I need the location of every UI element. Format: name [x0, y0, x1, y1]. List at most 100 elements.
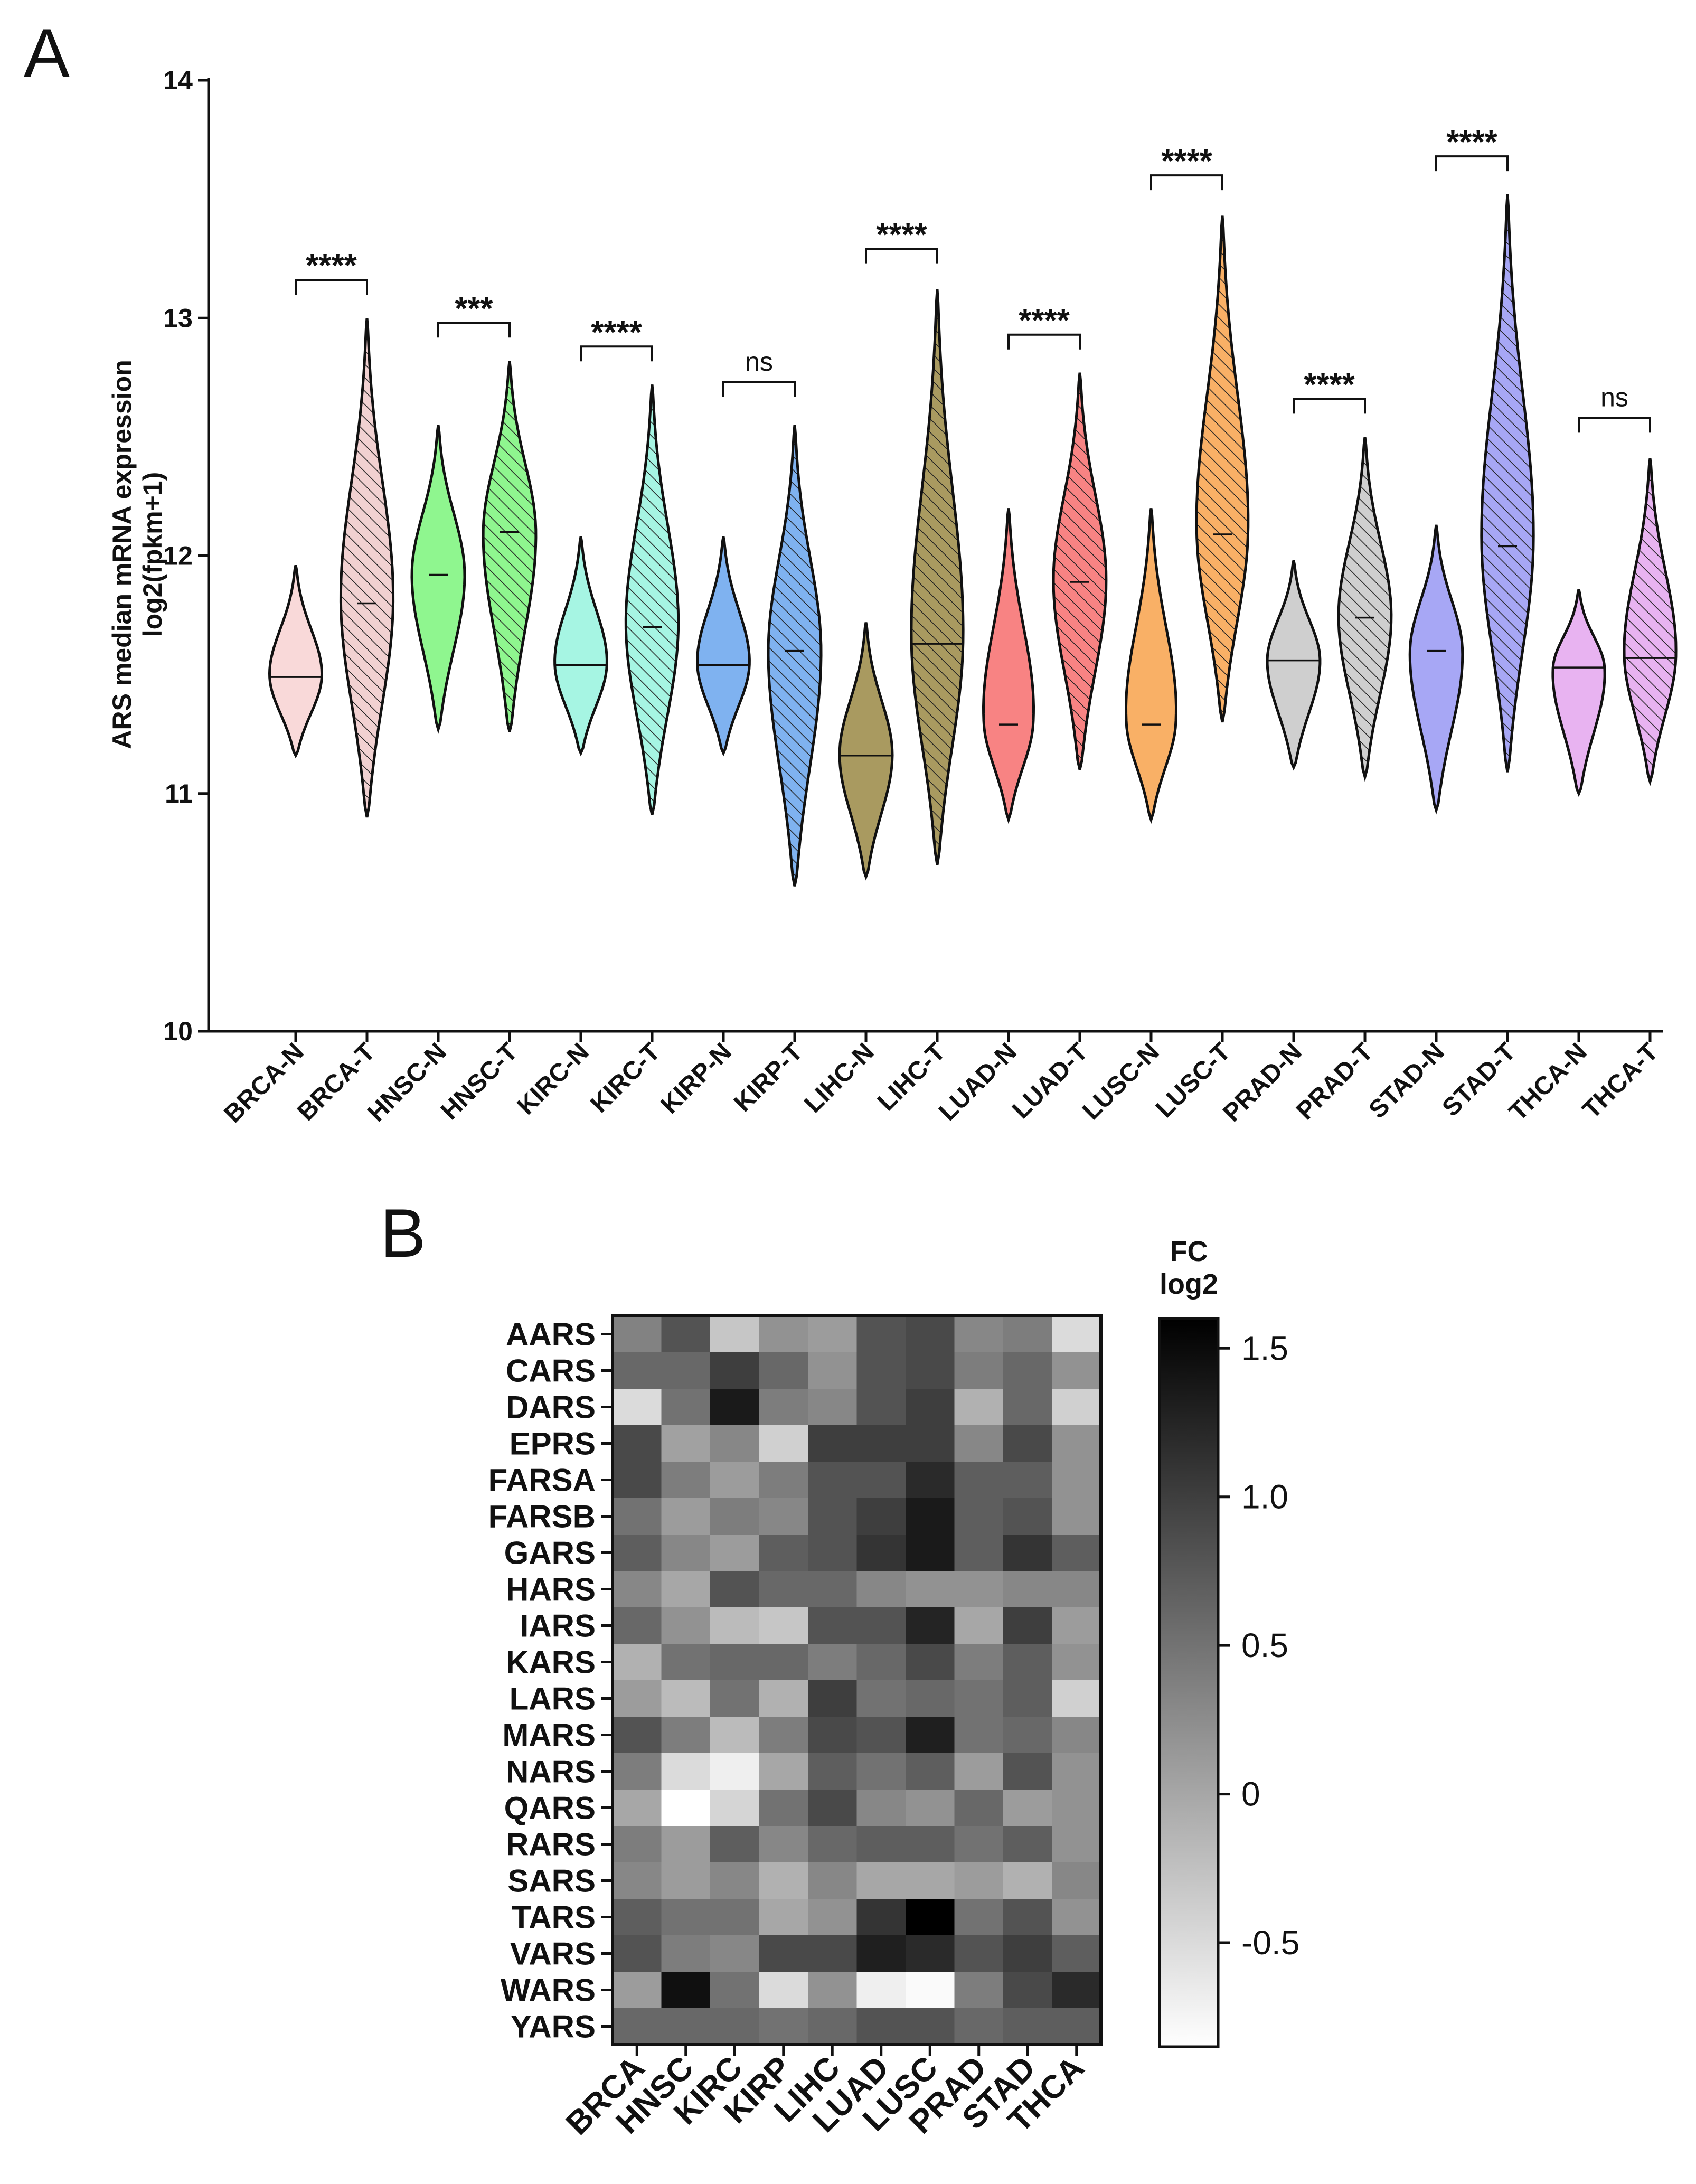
row-label-cars: CARS	[506, 1353, 596, 1389]
heatmap-cell-aars-thca	[1052, 1316, 1101, 1353]
violin-outline-kirp-t	[767, 425, 823, 887]
heatmap-cell-aars-lihc	[808, 1316, 858, 1353]
heatmap-cell-nars-hnsc	[661, 1753, 711, 1790]
significance-label: ****	[1019, 303, 1070, 339]
y-axis-label: ARS median mRNA expressionlog2(fpkm+1)	[107, 360, 167, 749]
heatmap-cell-sars-hnsc	[661, 1862, 711, 1899]
heatmap-cell-cars-lihc	[808, 1352, 858, 1389]
row-label-iars: IARS	[520, 1608, 596, 1644]
heatmap-cell-farsa-brca	[613, 1462, 662, 1499]
heatmap-cell-gars-kirp	[759, 1535, 808, 1571]
row-label-eprs: EPRS	[510, 1426, 596, 1462]
heatmap-cell-vars-brca	[613, 1935, 662, 1972]
heatmap-cell-kars-hnsc	[661, 1644, 711, 1681]
heatmap-cell-gars-thca	[1052, 1535, 1101, 1571]
heatmap-cell-sars-kirp	[759, 1862, 808, 1899]
heatmap-border	[611, 1314, 1103, 2046]
heatmap-cell-nars-stad	[1003, 1753, 1053, 1790]
heatmap-cell-wars-stad	[1003, 1972, 1053, 2009]
y-axis-label-line: ARS median mRNA expression	[107, 360, 137, 749]
heatmap-cell-aars-brca	[613, 1316, 662, 1353]
heatmap-cell-lars-brca	[613, 1680, 662, 1717]
heatmap-cell-nars-luad	[856, 1753, 906, 1790]
violin-thca-n	[1552, 589, 1605, 794]
heatmap-cell-yars-kirp	[759, 2008, 808, 2045]
heatmap-cell-dars-kirc	[710, 1389, 760, 1426]
heatmap-cell-gars-lihc	[808, 1535, 858, 1571]
heatmap-cell-iars-stad	[1003, 1607, 1053, 1644]
heatmap-cell-mars-kirp	[759, 1717, 808, 1754]
heatmap-cell-cars-kirc	[710, 1352, 760, 1389]
violin-kirp-n	[697, 536, 750, 754]
heatmap-cell-lars-prad	[954, 1680, 1004, 1717]
colorbar	[1158, 1317, 1220, 2048]
heatmap-cell-mars-brca	[613, 1717, 662, 1754]
x-tick-label-thca-t: THCA-T	[1577, 1038, 1664, 1124]
heatmap-cell-kars-kirc	[710, 1644, 760, 1681]
heatmap-cell-kars-prad	[954, 1644, 1004, 1681]
heatmap-cell-kars-luad	[856, 1644, 906, 1681]
x-tick-label-luad-n: LUAD-N	[934, 1038, 1022, 1126]
violin-hatch-brca-t	[341, 318, 393, 817]
heatmap-cell-qars-hnsc	[661, 1790, 711, 1827]
heatmap-cell-tars-lusc	[906, 1899, 955, 1936]
colorbar-tick-label: 0.5	[1241, 1626, 1288, 1664]
heatmap-cell-eprs-kirp	[759, 1425, 808, 1462]
heatmap-cell-tars-kirp	[759, 1899, 808, 1936]
significance-label: ****	[591, 314, 642, 351]
heatmap-cell-iars-luad	[856, 1607, 906, 1644]
violin-hatch-thca-t	[1624, 458, 1676, 782]
heatmap-cell-eprs-prad	[954, 1425, 1004, 1462]
violin-outline-lusc-t	[1195, 215, 1250, 723]
heatmap-cell-rars-thca	[1052, 1826, 1101, 1863]
violin-outline-kirp-n	[696, 536, 751, 757]
heatmap-cell-gars-kirc	[710, 1535, 760, 1571]
heatmap-cell-cars-brca	[613, 1352, 662, 1389]
row-label-rars: RARS	[506, 1827, 596, 1862]
heatmap-cell-tars-hnsc	[661, 1899, 711, 1936]
heatmap-cell-dars-hnsc	[661, 1389, 711, 1426]
heatmap-cell-qars-lusc	[906, 1790, 955, 1827]
heatmap-cell-sars-kirc	[710, 1862, 760, 1899]
heatmap-cell-hars-thca	[1052, 1571, 1101, 1608]
heatmap-cell-sars-prad	[954, 1862, 1004, 1899]
colorbar-tick-label: 1.5	[1241, 1329, 1288, 1367]
heatmap-cell-qars-thca	[1052, 1790, 1101, 1827]
heatmap-cell-rars-prad	[954, 1826, 1004, 1863]
heatmap-cell-lars-kirc	[710, 1680, 760, 1717]
heatmap-cell-nars-kirp	[759, 1753, 808, 1790]
significance-bracket	[1150, 174, 1223, 191]
x-tick-label-lusc-n: LUSC-N	[1077, 1038, 1165, 1125]
heatmap-cell-tars-stad	[1003, 1899, 1053, 1936]
row-label-yars: YARS	[511, 2009, 596, 2045]
violin-outline-prad-n	[1266, 560, 1322, 771]
heatmap-cell-aars-prad	[954, 1316, 1004, 1353]
heatmap-cell-rars-luad	[856, 1826, 906, 1863]
heatmap-cell-vars-stad	[1003, 1935, 1053, 1972]
violin-luad-n	[983, 508, 1034, 820]
heatmap-cell-eprs-brca	[613, 1425, 662, 1462]
violin-outline-kirc-t	[624, 384, 680, 815]
significance-label: ns	[1600, 382, 1628, 412]
heatmap-cell-farsb-prad	[954, 1498, 1004, 1535]
significance-label: ****	[1161, 143, 1212, 180]
colorbar-tick-label: 1.0	[1241, 1478, 1288, 1516]
heatmap-cell-sars-brca	[613, 1862, 662, 1899]
heatmap-cell-farsb-kirc	[710, 1498, 760, 1535]
heatmap-cell-cars-prad	[954, 1352, 1004, 1389]
x-tick-label-kirp-t: KIRP-T	[729, 1038, 808, 1117]
heatmap-cell-iars-brca	[613, 1607, 662, 1644]
violin-stad-n	[1410, 525, 1463, 811]
violin-outline-lihc-t	[910, 289, 965, 865]
heatmap-cell-dars-prad	[954, 1389, 1004, 1426]
heatmap-cell-farsa-lihc	[808, 1462, 858, 1499]
significance-label: ****	[1446, 124, 1497, 161]
heatmap-cell-nars-lusc	[906, 1753, 955, 1790]
heatmap-cell-sars-stad	[1003, 1862, 1053, 1899]
y-tick-label: 10	[163, 1016, 193, 1046]
heatmap-cell-rars-lihc	[808, 1826, 858, 1863]
row-label-sars: SARS	[507, 1863, 596, 1899]
significance-bracket	[295, 279, 368, 295]
heatmap-cell-vars-lusc	[906, 1935, 955, 1972]
significance-bracket	[1007, 333, 1081, 350]
